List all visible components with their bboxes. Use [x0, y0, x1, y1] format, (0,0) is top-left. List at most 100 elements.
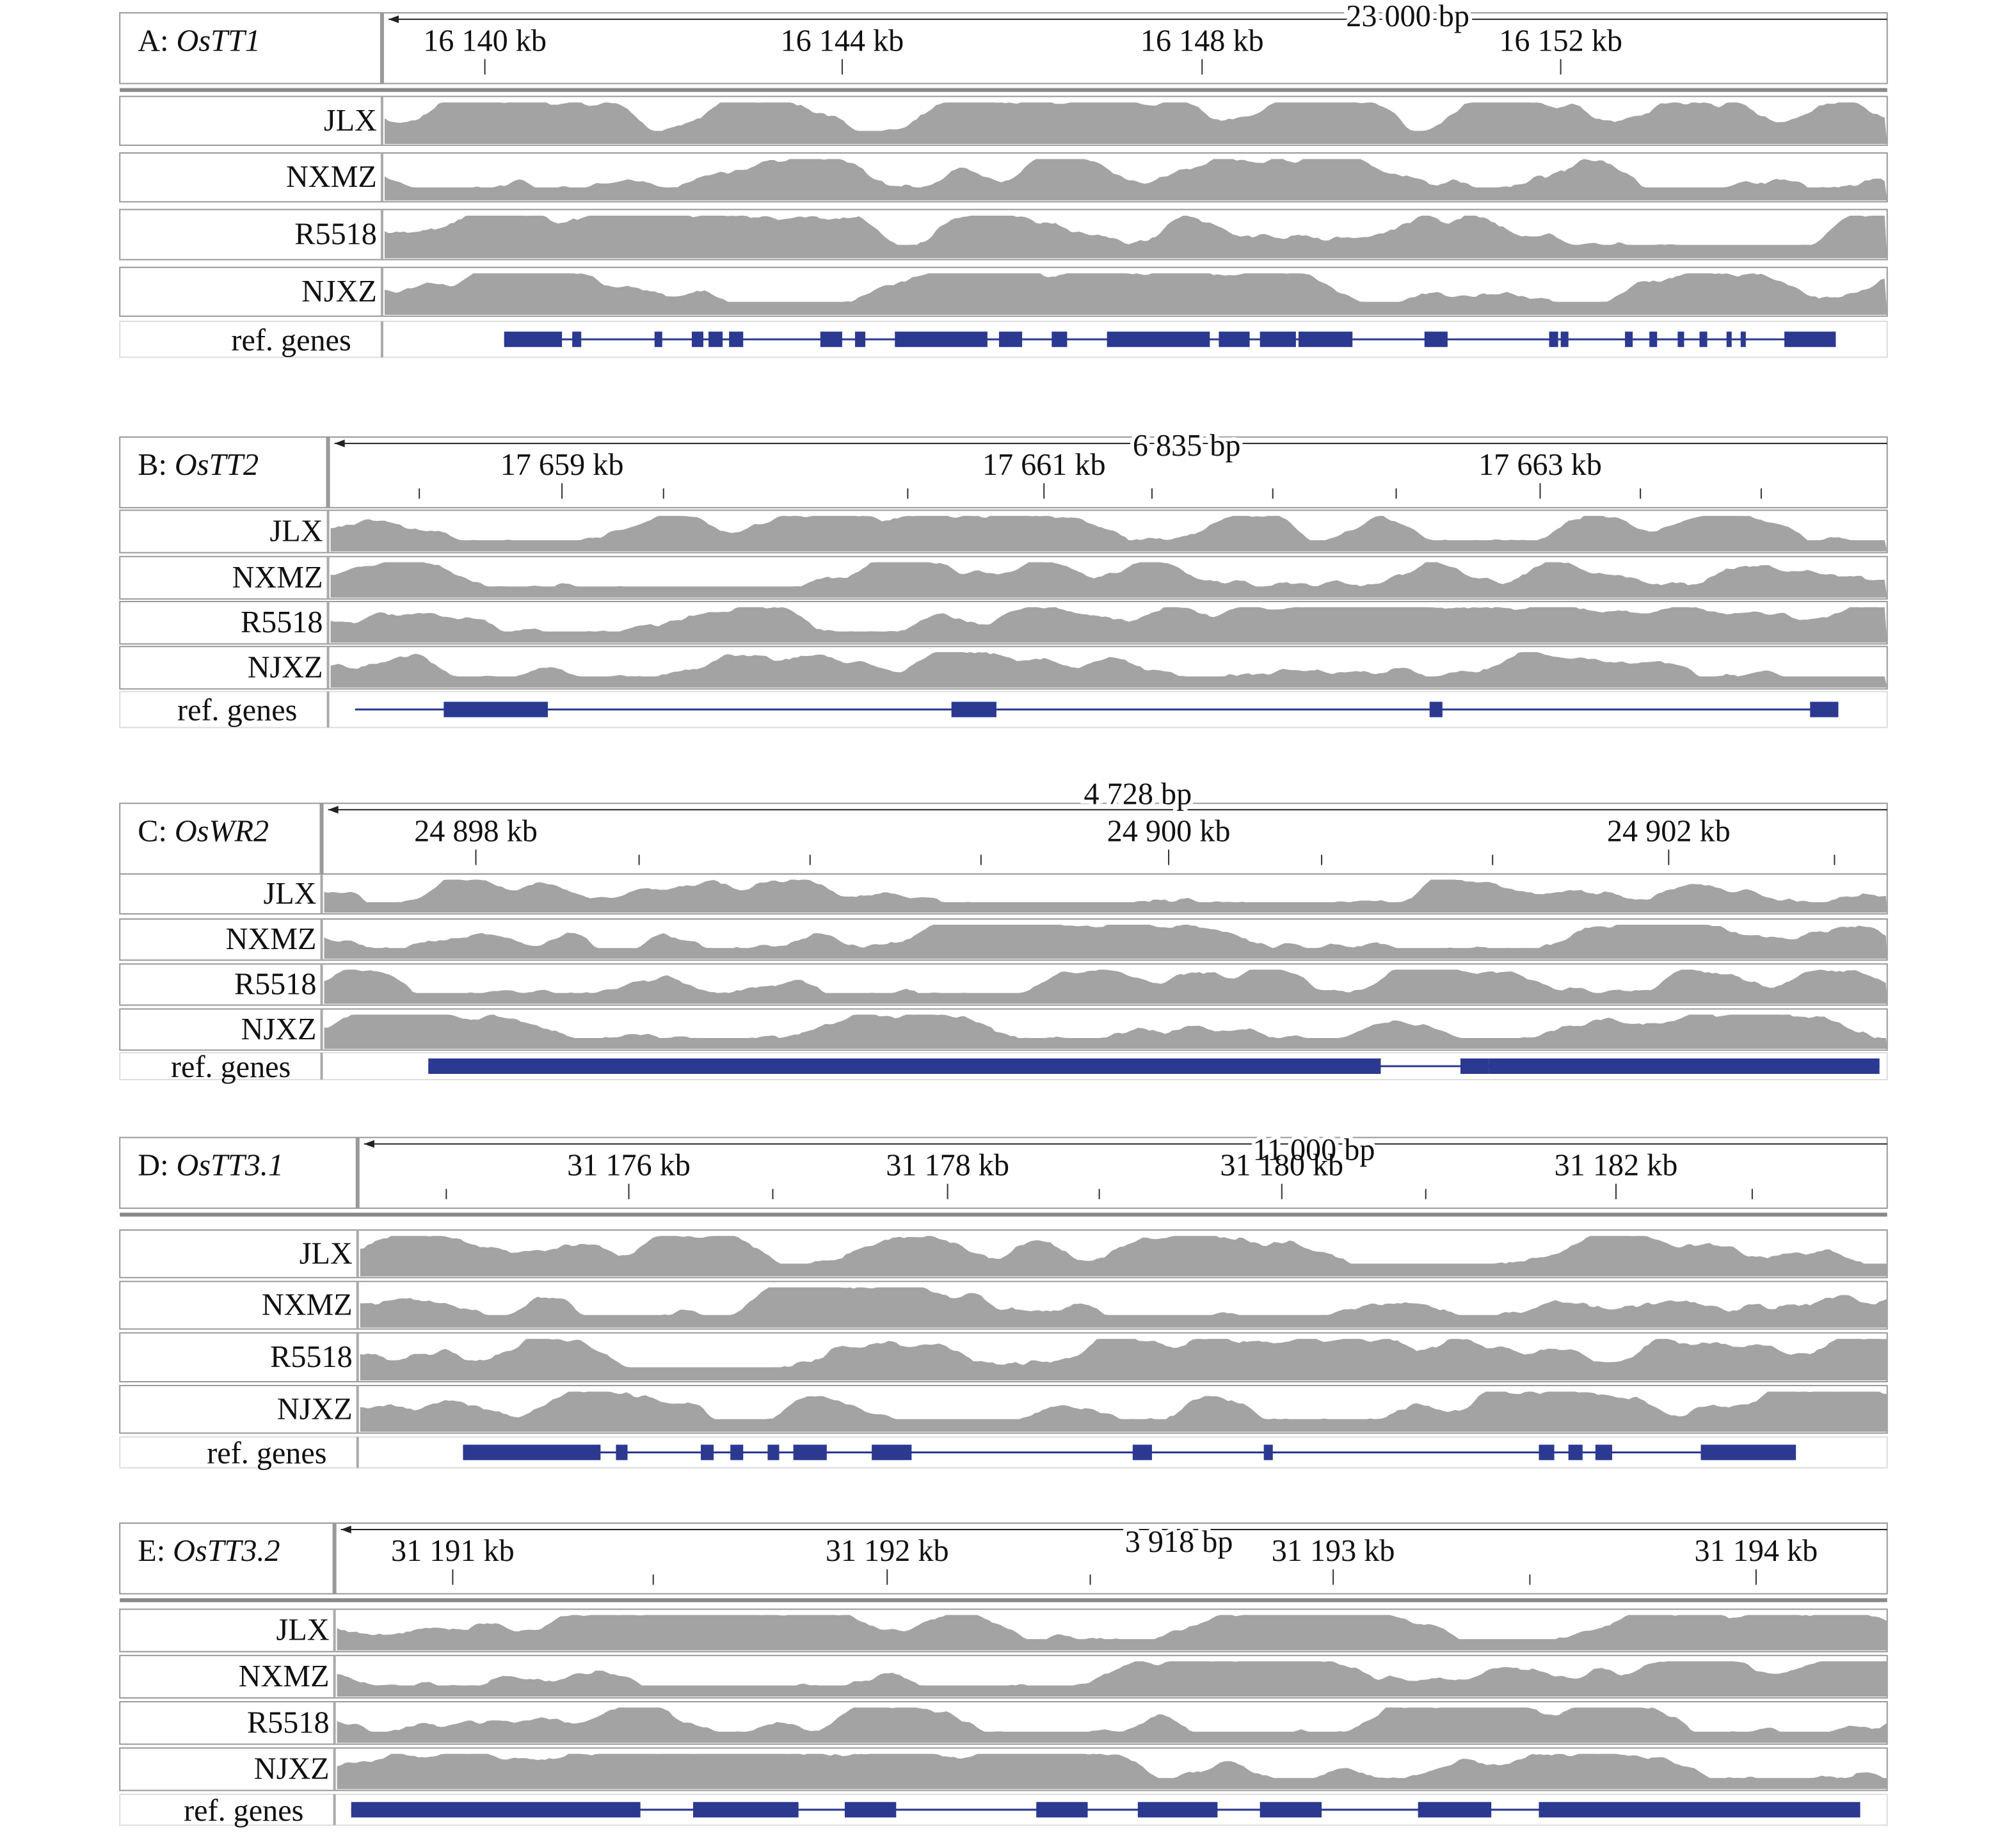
panel-title: D: OsTT3.1 — [138, 1149, 284, 1183]
exon — [872, 1444, 912, 1460]
span-label: 4 728 bp — [1084, 777, 1192, 811]
tick-label: 16 140 kb — [423, 24, 547, 58]
exon — [1810, 701, 1839, 717]
span-arrow — [364, 1140, 374, 1148]
header-box — [119, 12, 1888, 84]
panel: A: OsTT1 23 000 bp 16 140 kb 16 144 kb 16 14… — [119, 0, 1888, 358]
span-label: 6 835 bp — [1133, 429, 1241, 463]
exon — [654, 332, 662, 348]
exon — [1740, 332, 1746, 348]
exon — [844, 1802, 897, 1818]
exon — [1132, 1444, 1152, 1460]
header-box — [119, 1522, 1888, 1595]
gene-name: OsTT3.1 — [177, 1149, 284, 1183]
track-label: JLX — [324, 104, 377, 138]
coverage — [360, 1339, 1887, 1381]
exon — [1107, 332, 1210, 348]
tick-label: 16 148 kb — [1140, 24, 1264, 58]
ref-label: ref. genes — [177, 694, 297, 728]
exon — [767, 1444, 780, 1460]
span-label: 23 000 bp — [1346, 0, 1469, 33]
exon — [1568, 1444, 1583, 1460]
tick-label: 31 194 kb — [1695, 1534, 1818, 1568]
coverage — [337, 1661, 1887, 1697]
exon — [895, 332, 988, 348]
coverage — [337, 1615, 1887, 1650]
panel: D: OsTT3.1 11 000 bp 31 176 kb 31 178 kb 31 … — [119, 1130, 1888, 1471]
coverage — [330, 652, 1887, 688]
exon — [504, 332, 563, 348]
coverage — [324, 970, 1887, 1004]
ref-label: ref. genes — [171, 1050, 291, 1084]
track-label: JLX — [270, 515, 323, 548]
gene-name: OsTT2 — [175, 448, 259, 482]
exon — [1649, 332, 1658, 348]
track-label: NJXZ — [254, 1752, 330, 1786]
coverage — [330, 607, 1887, 643]
exon — [1036, 1802, 1088, 1818]
gene-name: OsWR2 — [175, 815, 269, 849]
track-label: NXMZ — [232, 561, 323, 595]
panel: B: OsTT2 6 835 bp 17 659 kb 17 661 kb 17 663… — [119, 425, 1888, 728]
exon — [1424, 332, 1448, 348]
span-arrow — [340, 1525, 351, 1534]
panel-title: C: OsWR2 — [138, 815, 269, 849]
exon — [1418, 1802, 1492, 1818]
panel-letter: C: — [138, 815, 167, 849]
exon — [428, 1058, 1160, 1075]
ref-label: ref. genes — [231, 323, 351, 357]
tick-label: 17 661 kb — [982, 448, 1106, 482]
span-arrow — [388, 15, 399, 24]
exon — [1560, 332, 1569, 348]
exon — [1625, 332, 1633, 348]
exon — [1263, 1444, 1273, 1460]
panel-title: B: OsTT2 — [138, 448, 259, 482]
coverage — [337, 1707, 1887, 1743]
track-label: R5518 — [247, 1706, 330, 1739]
span-label: 11 000 bp — [1253, 1133, 1375, 1167]
exon — [572, 332, 582, 348]
exon — [855, 332, 866, 348]
exon — [1298, 332, 1353, 348]
coverage — [324, 1014, 1887, 1049]
exon — [1549, 332, 1558, 348]
ref-label: ref. genes — [184, 1794, 303, 1828]
header-box — [119, 1137, 1888, 1209]
track-label: R5518 — [234, 968, 317, 1002]
exon — [351, 1802, 641, 1818]
exon — [820, 332, 842, 348]
tick-label: 31 180 kb — [1220, 1149, 1343, 1183]
track-label: NXMZ — [286, 160, 377, 194]
panel-title: E: OsTT3.2 — [138, 1534, 280, 1568]
exon — [1460, 1058, 1489, 1075]
tick-label: 31 182 kb — [1555, 1149, 1678, 1183]
exon — [700, 1444, 714, 1460]
coverage — [384, 273, 1887, 316]
coverage — [324, 879, 1887, 913]
exon — [1677, 332, 1684, 348]
coverage — [384, 159, 1887, 201]
tick-label: 24 898 kb — [414, 815, 538, 849]
panel-letter: A: — [138, 24, 168, 58]
exon — [691, 332, 704, 348]
coverage — [330, 516, 1887, 552]
exon — [1052, 332, 1068, 348]
exon — [692, 1802, 799, 1818]
header-box — [119, 803, 1888, 875]
exon — [1260, 332, 1296, 348]
exon — [730, 1444, 744, 1460]
panel: C: OsWR2 4 728 bp 24 898 kb 24 900 kb 24 902… — [119, 773, 1888, 1084]
gene-name: OsTT1 — [177, 24, 260, 58]
coverage — [360, 1391, 1887, 1432]
coverage — [360, 1287, 1887, 1328]
exon — [1784, 332, 1836, 348]
coverage — [384, 216, 1887, 259]
panel-letter: D: — [138, 1149, 168, 1183]
track-label: NJXZ — [248, 650, 323, 684]
tick-label: 31 191 kb — [391, 1534, 515, 1568]
exon — [1595, 1444, 1612, 1460]
track-label: NXMZ — [239, 1659, 330, 1693]
exon — [1137, 1802, 1218, 1818]
